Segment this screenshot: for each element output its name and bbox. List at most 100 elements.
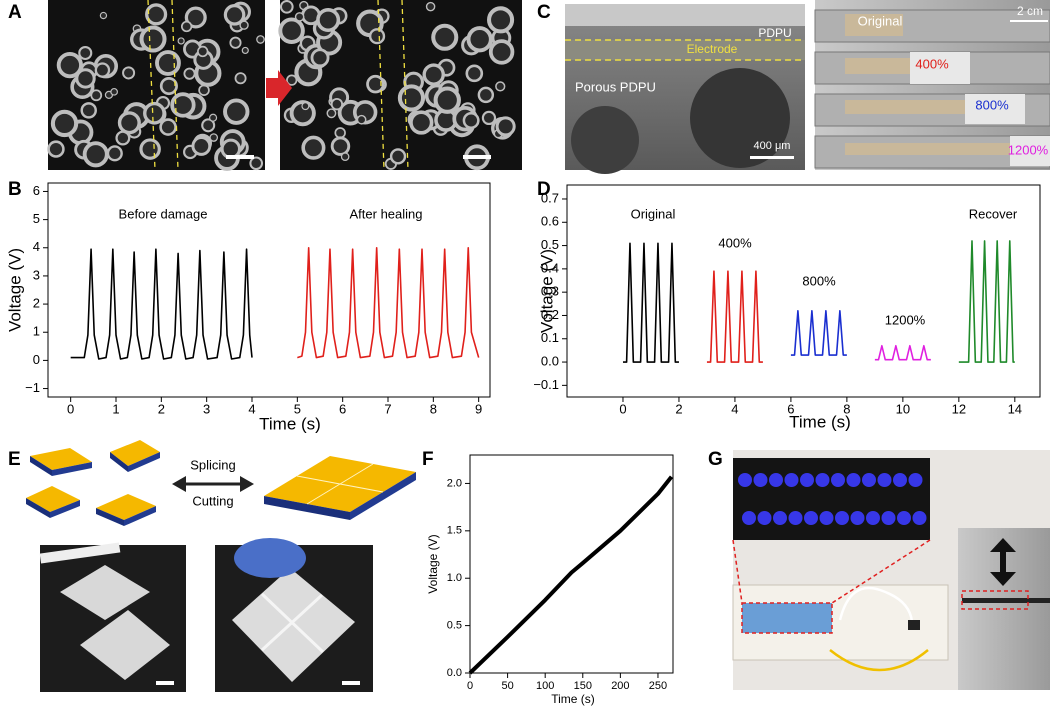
seam — [260, 593, 324, 652]
led — [757, 511, 772, 525]
x-tick-label: 12 — [952, 401, 966, 416]
x-tick-label: 7 — [384, 401, 391, 416]
pore — [690, 68, 790, 168]
panel-letter: G — [708, 449, 723, 470]
y-tick-label: 0.4 — [541, 260, 559, 275]
led — [846, 473, 861, 487]
pore — [82, 141, 109, 168]
pore — [106, 145, 123, 162]
pore — [183, 67, 196, 80]
x-tick-label: 200 — [611, 680, 629, 692]
strain-label: 400% — [915, 56, 949, 71]
led — [835, 511, 849, 525]
led — [877, 473, 892, 487]
pore — [366, 74, 385, 94]
x-tick-label: 3 — [203, 401, 210, 416]
led — [866, 511, 880, 525]
x-tick-label: 4 — [248, 401, 255, 416]
led — [804, 511, 818, 525]
wire — [838, 586, 914, 623]
pore — [326, 108, 337, 119]
zoom-line — [732, 539, 743, 604]
pore — [495, 81, 506, 92]
pore — [56, 51, 83, 79]
pore — [487, 6, 515, 34]
annotation: 1200% — [885, 312, 926, 327]
pore — [431, 23, 459, 51]
pore — [80, 102, 97, 119]
y-axis-title: Voltage (V) — [537, 249, 556, 333]
x-tick-label: 9 — [475, 401, 482, 416]
annotation: Original — [631, 206, 676, 221]
x-tick-label: 150 — [574, 680, 592, 692]
pore — [180, 20, 193, 33]
pore — [465, 64, 484, 83]
action-label: Cutting — [192, 493, 233, 508]
led — [831, 473, 845, 487]
pore — [249, 156, 264, 171]
led — [773, 511, 787, 525]
panel-letter: F — [422, 449, 434, 470]
x-tick-label: 14 — [1008, 401, 1022, 416]
plot-frame — [47, 182, 491, 398]
pore — [256, 35, 265, 44]
x-tick-label: 4 — [731, 401, 738, 416]
pore — [139, 138, 161, 160]
y-tick-label: −1 — [25, 380, 40, 395]
led — [769, 473, 783, 487]
tweezers — [39, 542, 121, 564]
electrode-layer — [565, 40, 805, 60]
pore — [433, 86, 461, 114]
pore — [159, 76, 178, 96]
pores — [47, 0, 516, 171]
led-array — [738, 473, 927, 525]
crack-guide — [147, 0, 156, 171]
y-tick-label: 0.2 — [541, 307, 559, 322]
x-axis-title: Time (s) — [551, 692, 595, 706]
y-tick-label: 0.3 — [541, 284, 559, 299]
y-tick-label: 0.5 — [447, 620, 462, 632]
pdpu-layer — [565, 4, 805, 26]
y-tick-label: 5 — [33, 211, 40, 226]
pore — [466, 26, 493, 53]
pore — [223, 98, 250, 125]
y-tick-label: 0 — [33, 352, 40, 367]
glove — [234, 538, 306, 578]
pore — [110, 87, 118, 96]
y-tick-label: 1.5 — [447, 525, 462, 537]
pore — [279, 0, 294, 14]
y-tick-label: 1 — [33, 324, 40, 339]
led — [908, 473, 923, 487]
series-line — [706, 270, 763, 363]
pore — [145, 3, 168, 26]
film-pieces — [26, 440, 416, 526]
pore — [286, 74, 298, 86]
plot-frame — [469, 454, 674, 674]
pore — [78, 45, 93, 61]
double-arrow — [172, 476, 254, 492]
pore — [209, 133, 219, 142]
highlight-box — [741, 602, 833, 634]
y-tick-label: 0.0 — [447, 667, 462, 679]
layer-label: PDPU — [758, 26, 791, 40]
layer-label: Electrode — [687, 42, 738, 56]
led — [819, 511, 834, 525]
y-tick-label: 1.0 — [447, 572, 462, 584]
pore — [330, 136, 351, 156]
pore — [397, 84, 426, 112]
rectifier — [908, 620, 920, 630]
pore — [75, 68, 96, 89]
led — [862, 473, 876, 487]
led — [753, 473, 768, 487]
pore — [462, 112, 480, 129]
strain-label: 800% — [975, 97, 1009, 112]
film — [60, 565, 150, 620]
series-line — [790, 310, 847, 356]
pore — [234, 72, 247, 85]
pore — [184, 6, 207, 29]
y-tick-label: 2.0 — [447, 477, 462, 489]
pore — [425, 1, 436, 12]
led-closeup — [733, 458, 930, 540]
layer-label: Porous PDPU — [575, 79, 656, 94]
y-tick-label: 3 — [33, 267, 40, 282]
